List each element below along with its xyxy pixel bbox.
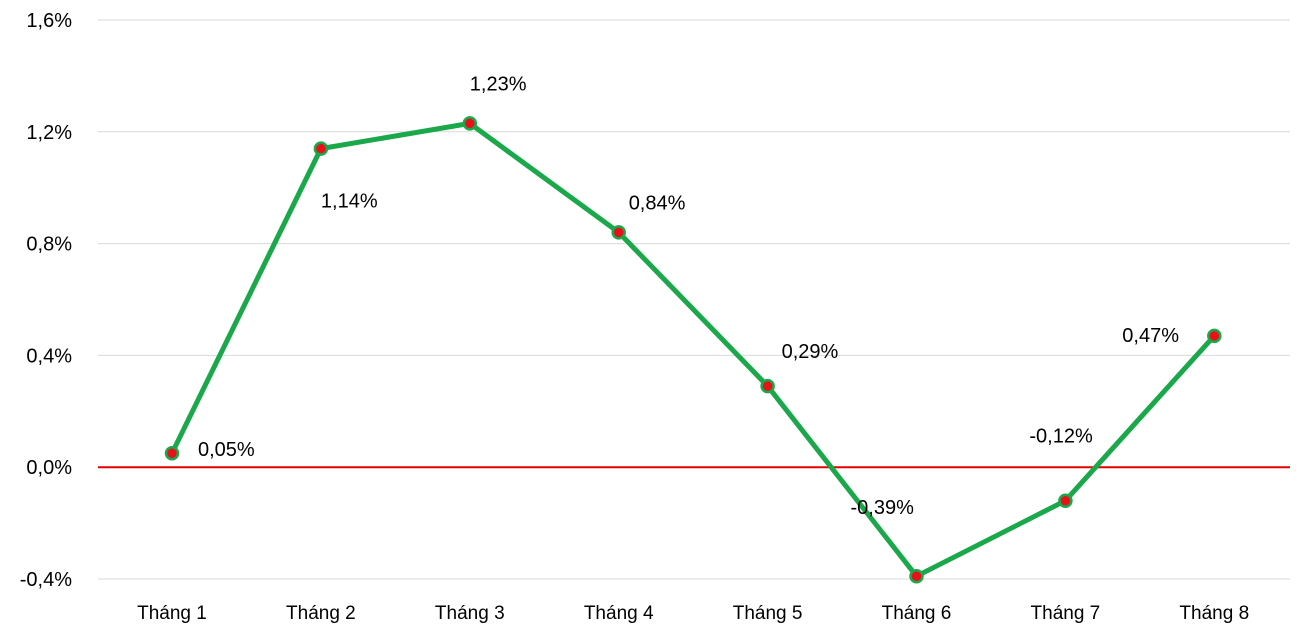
y-tick-label: -0,4% (20, 569, 72, 591)
data-label: 1,23% (470, 73, 527, 95)
data-point (164, 445, 180, 461)
data-point (462, 116, 478, 131)
x-tick-label: Tháng 2 (286, 603, 356, 624)
y-tick-label: 0,8% (26, 234, 72, 256)
y-tick-label: 0,4% (26, 345, 72, 367)
x-tick-label: Tháng 7 (1031, 603, 1101, 624)
x-tick-label: Tháng 1 (137, 603, 207, 624)
x-tick-label: Tháng 4 (584, 603, 654, 624)
x-tick-label: Tháng 8 (1179, 603, 1249, 624)
data-label: 0,47% (1122, 325, 1179, 347)
x-tick-label: Tháng 5 (733, 603, 803, 624)
data-label: -0,39% (851, 497, 915, 519)
data-point (1207, 328, 1222, 344)
data-label: -0,12% (1029, 426, 1093, 448)
gridlines (98, 19, 1290, 580)
y-tick-label: 1,2% (26, 122, 72, 144)
series-markers (164, 116, 1222, 584)
series-line-group (169, 120, 1217, 579)
data-point (1058, 493, 1073, 508)
data-label: 0,05% (198, 439, 255, 461)
data-labels: 0,05% 1,14% 1,23% 0,84% 0,29% -0,39% -0,12% 0,4… (198, 73, 1179, 519)
data-point (760, 378, 775, 394)
series-line (169, 120, 1217, 579)
data-point (611, 225, 626, 240)
data-label: 1,14% (321, 191, 378, 213)
x-axis-tick-labels: Tháng 1 Tháng 2 Tháng 3 Tháng 4 Tháng 5 Tháng… (137, 603, 1249, 624)
data-point (313, 141, 329, 156)
y-tick-label: 0,0% (26, 457, 72, 479)
data-label: 0,84% (629, 192, 686, 214)
x-tick-label: Tháng 3 (435, 603, 505, 624)
data-label: 0,29% (782, 341, 839, 363)
y-tick-label: 1,6% (26, 10, 72, 32)
x-tick-label: Tháng 6 (882, 603, 952, 624)
y-axis-tick-labels: -0,4% 0,0% 0,4% 0,8% 1,2% 1,6% (20, 10, 72, 591)
data-point (909, 568, 924, 584)
